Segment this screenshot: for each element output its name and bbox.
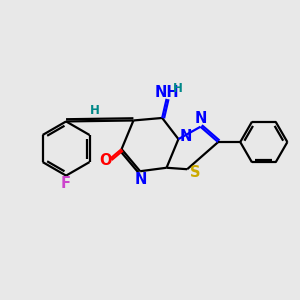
- Text: H: H: [89, 104, 99, 117]
- Text: NH: NH: [155, 85, 179, 100]
- Text: N: N: [135, 172, 148, 187]
- Text: O: O: [99, 152, 111, 167]
- Text: H: H: [173, 82, 183, 95]
- Text: S: S: [190, 165, 201, 180]
- Text: N: N: [180, 129, 192, 144]
- Text: N: N: [195, 111, 207, 126]
- Text: F: F: [61, 176, 71, 191]
